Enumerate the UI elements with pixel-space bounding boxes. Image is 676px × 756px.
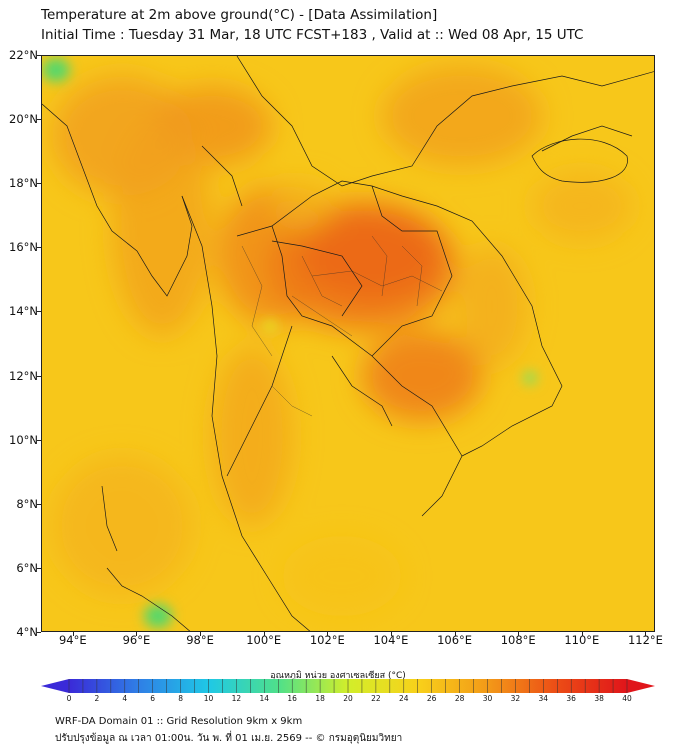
map-subtitle: Initial Time : Tuesday 31 Mar, 18 UTC FC… xyxy=(41,27,584,43)
province-lines xyxy=(241,235,443,417)
colorbar-label: 2 xyxy=(94,694,100,703)
lon-label: 110°E xyxy=(564,633,600,647)
lon-tick xyxy=(454,632,456,636)
lon-label: 112°E xyxy=(627,633,663,647)
lon-tick xyxy=(72,632,74,636)
lat-label: 8°N xyxy=(16,496,38,511)
colorbar-label: 20 xyxy=(343,694,353,703)
colorbar-label: 14 xyxy=(259,694,270,703)
lat-tick xyxy=(37,375,41,377)
lat-tick xyxy=(37,503,41,505)
lon-tick xyxy=(518,632,520,636)
lon-label: 96°E xyxy=(122,633,151,647)
colorbar-title: อุณหภูมิ หน่วย องศาเซลเซียส (°C) xyxy=(270,671,406,681)
colorbar-label: 10 xyxy=(203,694,214,703)
colorbar-label: 32 xyxy=(510,694,521,703)
temperature-map[interactable] xyxy=(41,55,655,632)
colorbar-label: 4 xyxy=(122,694,128,703)
temperature-field xyxy=(52,66,632,616)
map-canvas xyxy=(42,56,654,631)
lat-label: 14°N xyxy=(9,304,38,319)
lat-label: 6°N xyxy=(16,560,38,575)
lon-tick xyxy=(327,632,329,636)
lat-label: 20°N xyxy=(9,112,38,127)
colorbar-label: 6 xyxy=(150,694,156,703)
lon-tick xyxy=(390,632,392,636)
lat-tick xyxy=(37,119,41,121)
lon-tick xyxy=(645,632,647,636)
lon-label: 102°E xyxy=(309,633,345,647)
lon-label: 94°E xyxy=(58,633,87,647)
lat-label: 10°N xyxy=(9,432,38,447)
colorbar-label: 34 xyxy=(538,694,549,703)
colorbar-label: 28 xyxy=(454,694,465,703)
lon-label: 104°E xyxy=(373,633,409,647)
colorbar xyxy=(41,679,655,693)
lat-tick xyxy=(37,632,41,633)
colorbar-label: 8 xyxy=(178,694,183,703)
lon-tick xyxy=(263,632,265,636)
colorbar-label: 24 xyxy=(399,694,409,703)
colorbar-label: 40 xyxy=(622,694,632,703)
colorbar-label: 18 xyxy=(315,694,325,703)
lat-label: 12°N xyxy=(9,368,38,383)
cool-spots xyxy=(42,58,537,628)
lat-tick xyxy=(37,55,41,56)
lon-tick xyxy=(581,632,583,636)
lat-tick xyxy=(37,183,41,185)
lat-tick xyxy=(37,247,41,249)
lon-label: 100°E xyxy=(246,633,282,647)
lat-label: 4°N xyxy=(16,625,38,639)
colorbar-label: 0 xyxy=(66,694,72,703)
colorbar-label: 16 xyxy=(287,694,297,703)
colorbar-label: 38 xyxy=(594,694,604,703)
colorbar-label: 22 xyxy=(371,694,381,703)
country-borders xyxy=(42,56,654,631)
colorbar-max-arrow xyxy=(627,679,655,693)
colorbar-label: 12 xyxy=(231,694,242,703)
lat-label: 22°N xyxy=(9,48,38,62)
map-title: Temperature at 2m above ground(°C) - [Da… xyxy=(41,7,438,23)
lat-tick xyxy=(37,311,41,313)
lon-label: 106°E xyxy=(437,633,473,647)
lon-tick xyxy=(200,632,202,636)
lat-label: 16°N xyxy=(9,240,38,255)
lat-tick xyxy=(37,567,41,569)
lon-label: 108°E xyxy=(500,633,536,647)
colorbar-label: 26 xyxy=(426,694,437,703)
lat-label: 18°N xyxy=(9,176,38,191)
colorbar-label: 30 xyxy=(482,694,493,703)
colorbar-label: 36 xyxy=(566,694,576,703)
lon-tick xyxy=(136,632,138,636)
colorbar-min-arrow xyxy=(41,679,69,693)
lon-label: 98°E xyxy=(186,633,214,647)
footer-update-info: ปรับปรุงข้อมูล ณ เวลา 01:00น. วัน พ. ที่… xyxy=(55,733,403,744)
footer-model-info: WRF-DA Domain 01 :: Grid Resolution 9km … xyxy=(55,716,303,727)
lat-tick xyxy=(37,439,41,441)
